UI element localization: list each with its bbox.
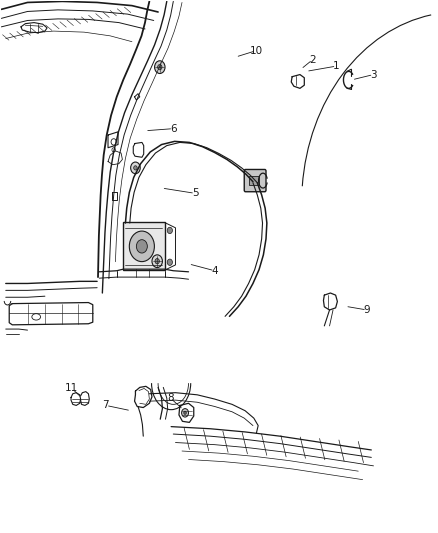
Text: 11: 11: [65, 383, 78, 393]
Circle shape: [158, 64, 162, 70]
Circle shape: [129, 231, 154, 262]
Circle shape: [182, 409, 188, 417]
Text: 1: 1: [333, 61, 340, 71]
Text: 8: 8: [167, 393, 173, 403]
Text: 4: 4: [212, 266, 218, 276]
FancyBboxPatch shape: [123, 222, 165, 270]
Text: 9: 9: [364, 305, 370, 315]
Text: 10: 10: [249, 46, 262, 56]
Text: 5: 5: [192, 188, 198, 198]
Circle shape: [131, 162, 140, 174]
Circle shape: [167, 227, 173, 233]
Circle shape: [136, 240, 147, 253]
Text: 6: 6: [170, 124, 177, 134]
Circle shape: [155, 61, 165, 74]
Circle shape: [152, 255, 162, 268]
FancyBboxPatch shape: [244, 169, 266, 192]
Circle shape: [167, 259, 173, 265]
Circle shape: [184, 411, 186, 415]
Circle shape: [155, 259, 159, 264]
Text: 3: 3: [370, 70, 377, 79]
Circle shape: [134, 166, 137, 170]
Text: 2: 2: [309, 55, 316, 64]
FancyBboxPatch shape: [249, 176, 258, 185]
Text: 7: 7: [102, 400, 109, 410]
